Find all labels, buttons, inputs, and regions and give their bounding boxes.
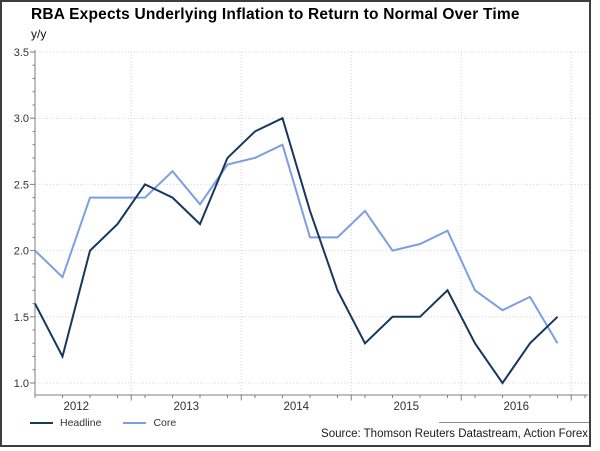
legend-swatch-core — [123, 422, 147, 424]
x-tick-label: 2016 — [503, 401, 529, 413]
y-axis-unit-label: y/y — [31, 27, 47, 41]
x-tick-label: 2012 — [63, 401, 89, 413]
y-tick-label: 3.0 — [14, 113, 29, 125]
y-tick-label: 1.5 — [14, 312, 29, 324]
legend-label-headline: Headline — [60, 417, 102, 429]
x-tick-label: 2015 — [393, 401, 419, 413]
legend-label-core: Core — [153, 417, 177, 429]
source-text: Source: Thomson Reuters Datastream, Acti… — [321, 428, 588, 440]
legend: Headline Core — [30, 416, 198, 430]
x-tick-label: 2013 — [173, 401, 199, 413]
core-series-line — [34, 143, 559, 344]
legend-swatch-headline — [30, 422, 53, 424]
y-tick-label: 2.0 — [14, 246, 29, 258]
source-divider — [439, 422, 589, 423]
y-tick-label: 3.5 — [14, 47, 29, 59]
y-tick-label: 2.5 — [14, 179, 29, 191]
y-tick-label: 1.0 — [14, 378, 29, 390]
headline-series-line — [34, 116, 559, 385]
x-tick-label: 2014 — [283, 401, 309, 413]
chart-title: RBA Expects Underlying Inflation to Retu… — [31, 6, 520, 23]
